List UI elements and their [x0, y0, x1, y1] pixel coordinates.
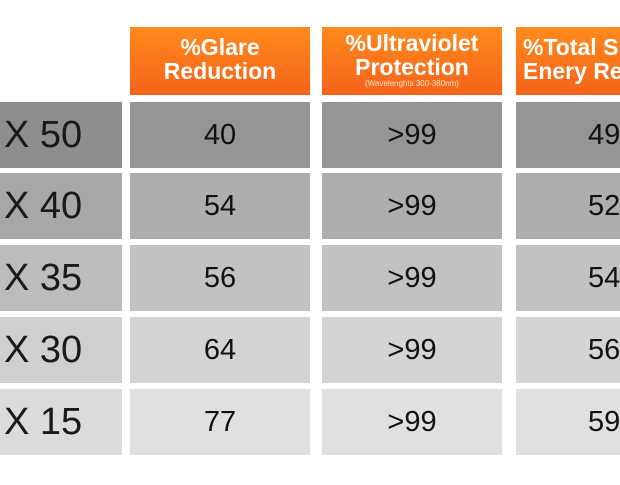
- uv-value-cell: >99: [322, 317, 502, 383]
- header-energy-line1: %Total S: [523, 34, 619, 60]
- row-label-cell: X 30: [0, 317, 122, 383]
- glare-value-cell: 56: [130, 245, 310, 311]
- energy-value-cell: 56: [516, 317, 620, 383]
- header-uv-protection: %Ultraviolet Protection (Wavelenghts 300…: [322, 27, 502, 95]
- row-label-cell: X 15: [0, 389, 122, 455]
- row-label-cell: X 40: [0, 173, 122, 239]
- header-energy-line2: Enery Re: [523, 58, 620, 84]
- uv-value-cell: >99: [322, 102, 502, 168]
- row-label-cell: X 35: [0, 245, 122, 311]
- header-glare-reduction: %Glare Reduction: [130, 27, 310, 95]
- glare-value-cell: 40: [130, 102, 310, 168]
- energy-value-cell: 54: [516, 245, 620, 311]
- header-glare-line1: %Glare: [180, 34, 260, 60]
- energy-value-cell: 59: [516, 389, 620, 455]
- header-total-energy: %Total S Enery Re: [516, 27, 620, 95]
- glare-value-cell: 77: [130, 389, 310, 455]
- row-label-cell: X 50: [0, 102, 122, 168]
- header-uv-wavelength-note: (Wavelenghts 300-380nm): [365, 79, 459, 88]
- header-glare-line2: Reduction: [163, 58, 277, 84]
- uv-value-cell: >99: [322, 245, 502, 311]
- glare-value-cell: 54: [130, 173, 310, 239]
- energy-value-cell: 49: [516, 102, 620, 168]
- energy-value-cell: 52: [516, 173, 620, 239]
- uv-value-cell: >99: [322, 173, 502, 239]
- header-uv-line2: Protection: [355, 54, 469, 80]
- header-uv-line1: %Ultraviolet: [345, 30, 479, 56]
- uv-value-cell: >99: [322, 389, 502, 455]
- glare-value-cell: 64: [130, 317, 310, 383]
